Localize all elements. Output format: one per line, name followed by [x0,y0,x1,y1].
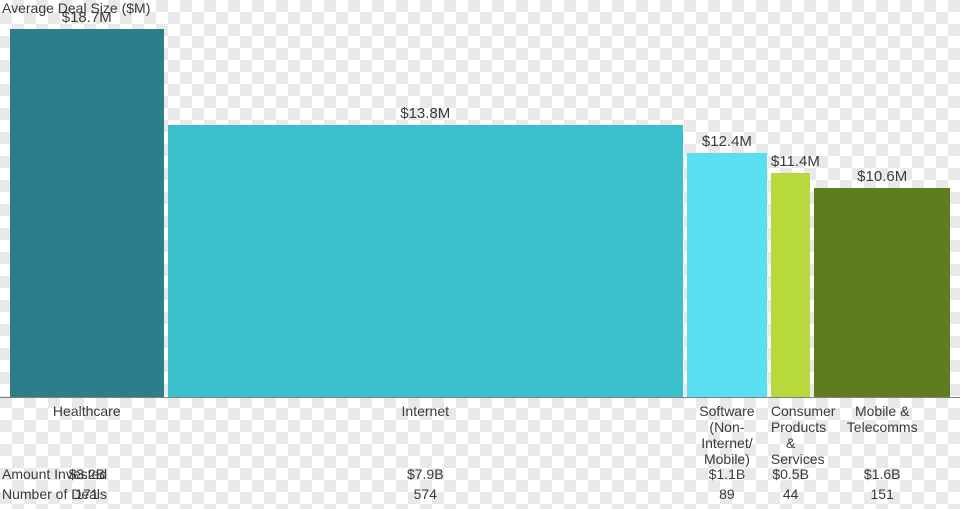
bar-value-label: $11.4M [771,153,811,170]
category-label: Software(Non-Internet/Mobile) [687,403,767,467]
row-value: 574 [375,486,475,502]
deal-size-chart: Average Deal Size ($M) $18.7MHealthcare$… [0,0,960,509]
bar [168,125,683,397]
row-value: 171 [37,486,137,502]
bar-value-label: $13.8M [168,105,683,122]
category-label: Internet [168,403,683,419]
bar [10,29,164,397]
row-value: 151 [832,486,932,502]
bar [771,173,811,397]
row-value: $0.5B [741,466,841,482]
bar-value-label: $12.4M [687,133,767,150]
bar [687,153,767,397]
baseline [0,397,960,398]
row-value: $7.9B [375,466,475,482]
category-label: ConsumerProducts&Services [771,403,811,467]
row-value: $3.2B [37,466,137,482]
row-value: 44 [741,486,841,502]
bar [814,188,950,397]
bar-value-label: $10.6M [814,168,950,185]
category-label: Mobile &Telecomms [814,403,950,435]
category-label: Healthcare [10,403,164,419]
bar-value-label: $18.7M [10,9,164,26]
row-value: $1.6B [832,466,932,482]
